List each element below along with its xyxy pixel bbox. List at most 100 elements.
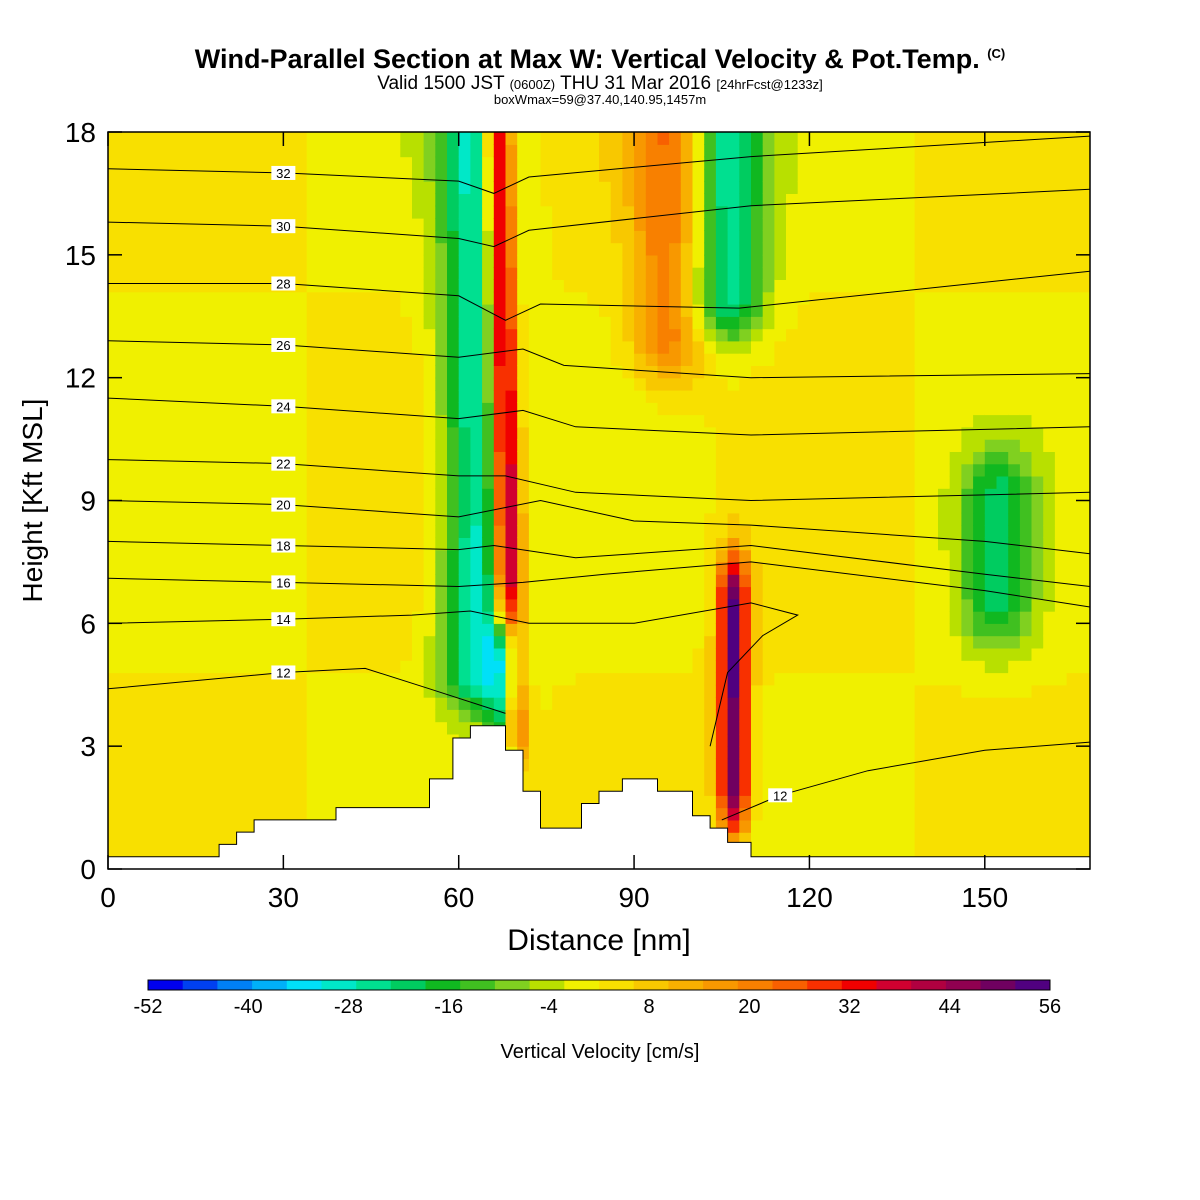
field-cell (493, 623, 507, 637)
field-cell (224, 463, 238, 477)
field-cell (423, 267, 436, 280)
field-cell (224, 807, 238, 821)
field-cell (821, 181, 834, 194)
field-cell (260, 463, 273, 477)
field-cell (154, 390, 168, 403)
field-cell (599, 218, 612, 231)
field-cell (1054, 390, 1068, 403)
field-cell (774, 672, 787, 686)
field-cell (704, 709, 717, 723)
field-cell (996, 844, 1009, 858)
field-cell (1043, 647, 1056, 661)
field-cell (1008, 267, 1021, 280)
field-cell (692, 795, 705, 809)
field-cell (903, 635, 916, 649)
field-cell (271, 426, 284, 440)
field-cell (412, 144, 425, 158)
field-cell (844, 488, 857, 502)
field-cell (1066, 819, 1079, 833)
field-cell (914, 377, 927, 391)
field-cell (867, 733, 881, 747)
field-cell (189, 611, 203, 624)
field-cell (563, 205, 577, 219)
field-cell (762, 647, 775, 661)
field-cell (1019, 746, 1033, 760)
field-cell (926, 807, 939, 821)
field-cell (482, 328, 495, 342)
field-cell (739, 709, 752, 723)
field-cell (879, 340, 892, 354)
field-cell (1043, 574, 1056, 588)
field-cell (154, 586, 168, 600)
field-cell (727, 193, 740, 207)
field-cell (996, 316, 1009, 330)
field-cell (458, 365, 471, 379)
field-cell (751, 426, 764, 440)
field-cell (412, 156, 425, 170)
field-cell (493, 647, 507, 661)
field-cell (634, 537, 647, 551)
field-cell (1054, 279, 1068, 293)
field-cell (575, 512, 588, 526)
field-cell (622, 451, 635, 465)
field-cell (178, 414, 191, 428)
field-cell (797, 733, 810, 747)
field-cell (1054, 832, 1068, 845)
field-cell (704, 340, 717, 354)
field-cell (657, 402, 670, 416)
field-cell (903, 500, 916, 514)
field-cell (341, 635, 355, 649)
field-cell (938, 525, 951, 538)
field-cell (283, 316, 296, 330)
field-cell (517, 230, 530, 244)
field-cell (926, 684, 939, 698)
field-cell (867, 463, 881, 477)
field-cell (786, 549, 799, 563)
field-cell (891, 168, 904, 182)
field-cell (669, 451, 682, 465)
field-cell (540, 377, 553, 391)
field-cell (260, 561, 273, 575)
field-cell (236, 390, 249, 403)
field-cell (1008, 709, 1021, 723)
field-cell (493, 132, 507, 145)
field-cell (727, 205, 740, 219)
field-cell (143, 402, 156, 416)
field-cell (306, 316, 319, 330)
field-cell (692, 598, 705, 612)
field-cell (552, 586, 565, 600)
field-cell (575, 635, 588, 649)
field-cell (295, 254, 308, 268)
field-cell (938, 549, 951, 563)
field-cell (447, 463, 460, 477)
field-cell (493, 242, 507, 256)
field-cell (973, 365, 986, 379)
field-cell (143, 660, 156, 674)
field-cell (131, 328, 144, 342)
field-cell (341, 132, 355, 145)
field-cell (856, 279, 869, 293)
field-cell (973, 377, 986, 391)
field-cell (412, 697, 425, 710)
field-cell (926, 304, 939, 317)
field-cell (540, 463, 553, 477)
field-cell (669, 770, 682, 784)
field-cell (423, 574, 436, 588)
field-cell (447, 672, 460, 686)
field-cell (260, 697, 273, 710)
field-cell (412, 561, 425, 575)
field-cell (283, 598, 296, 612)
field-cell (599, 230, 612, 244)
field-cell (166, 611, 179, 624)
field-cell (1043, 144, 1056, 158)
field-cell (949, 512, 962, 526)
field-cell (178, 635, 191, 649)
field-cell (984, 144, 998, 158)
field-cell (517, 279, 530, 293)
field-cell (856, 181, 869, 194)
field-cell (353, 414, 366, 428)
field-cell (587, 635, 600, 649)
field-cell (844, 451, 857, 465)
field-cell (575, 426, 588, 440)
field-cell (341, 205, 355, 219)
